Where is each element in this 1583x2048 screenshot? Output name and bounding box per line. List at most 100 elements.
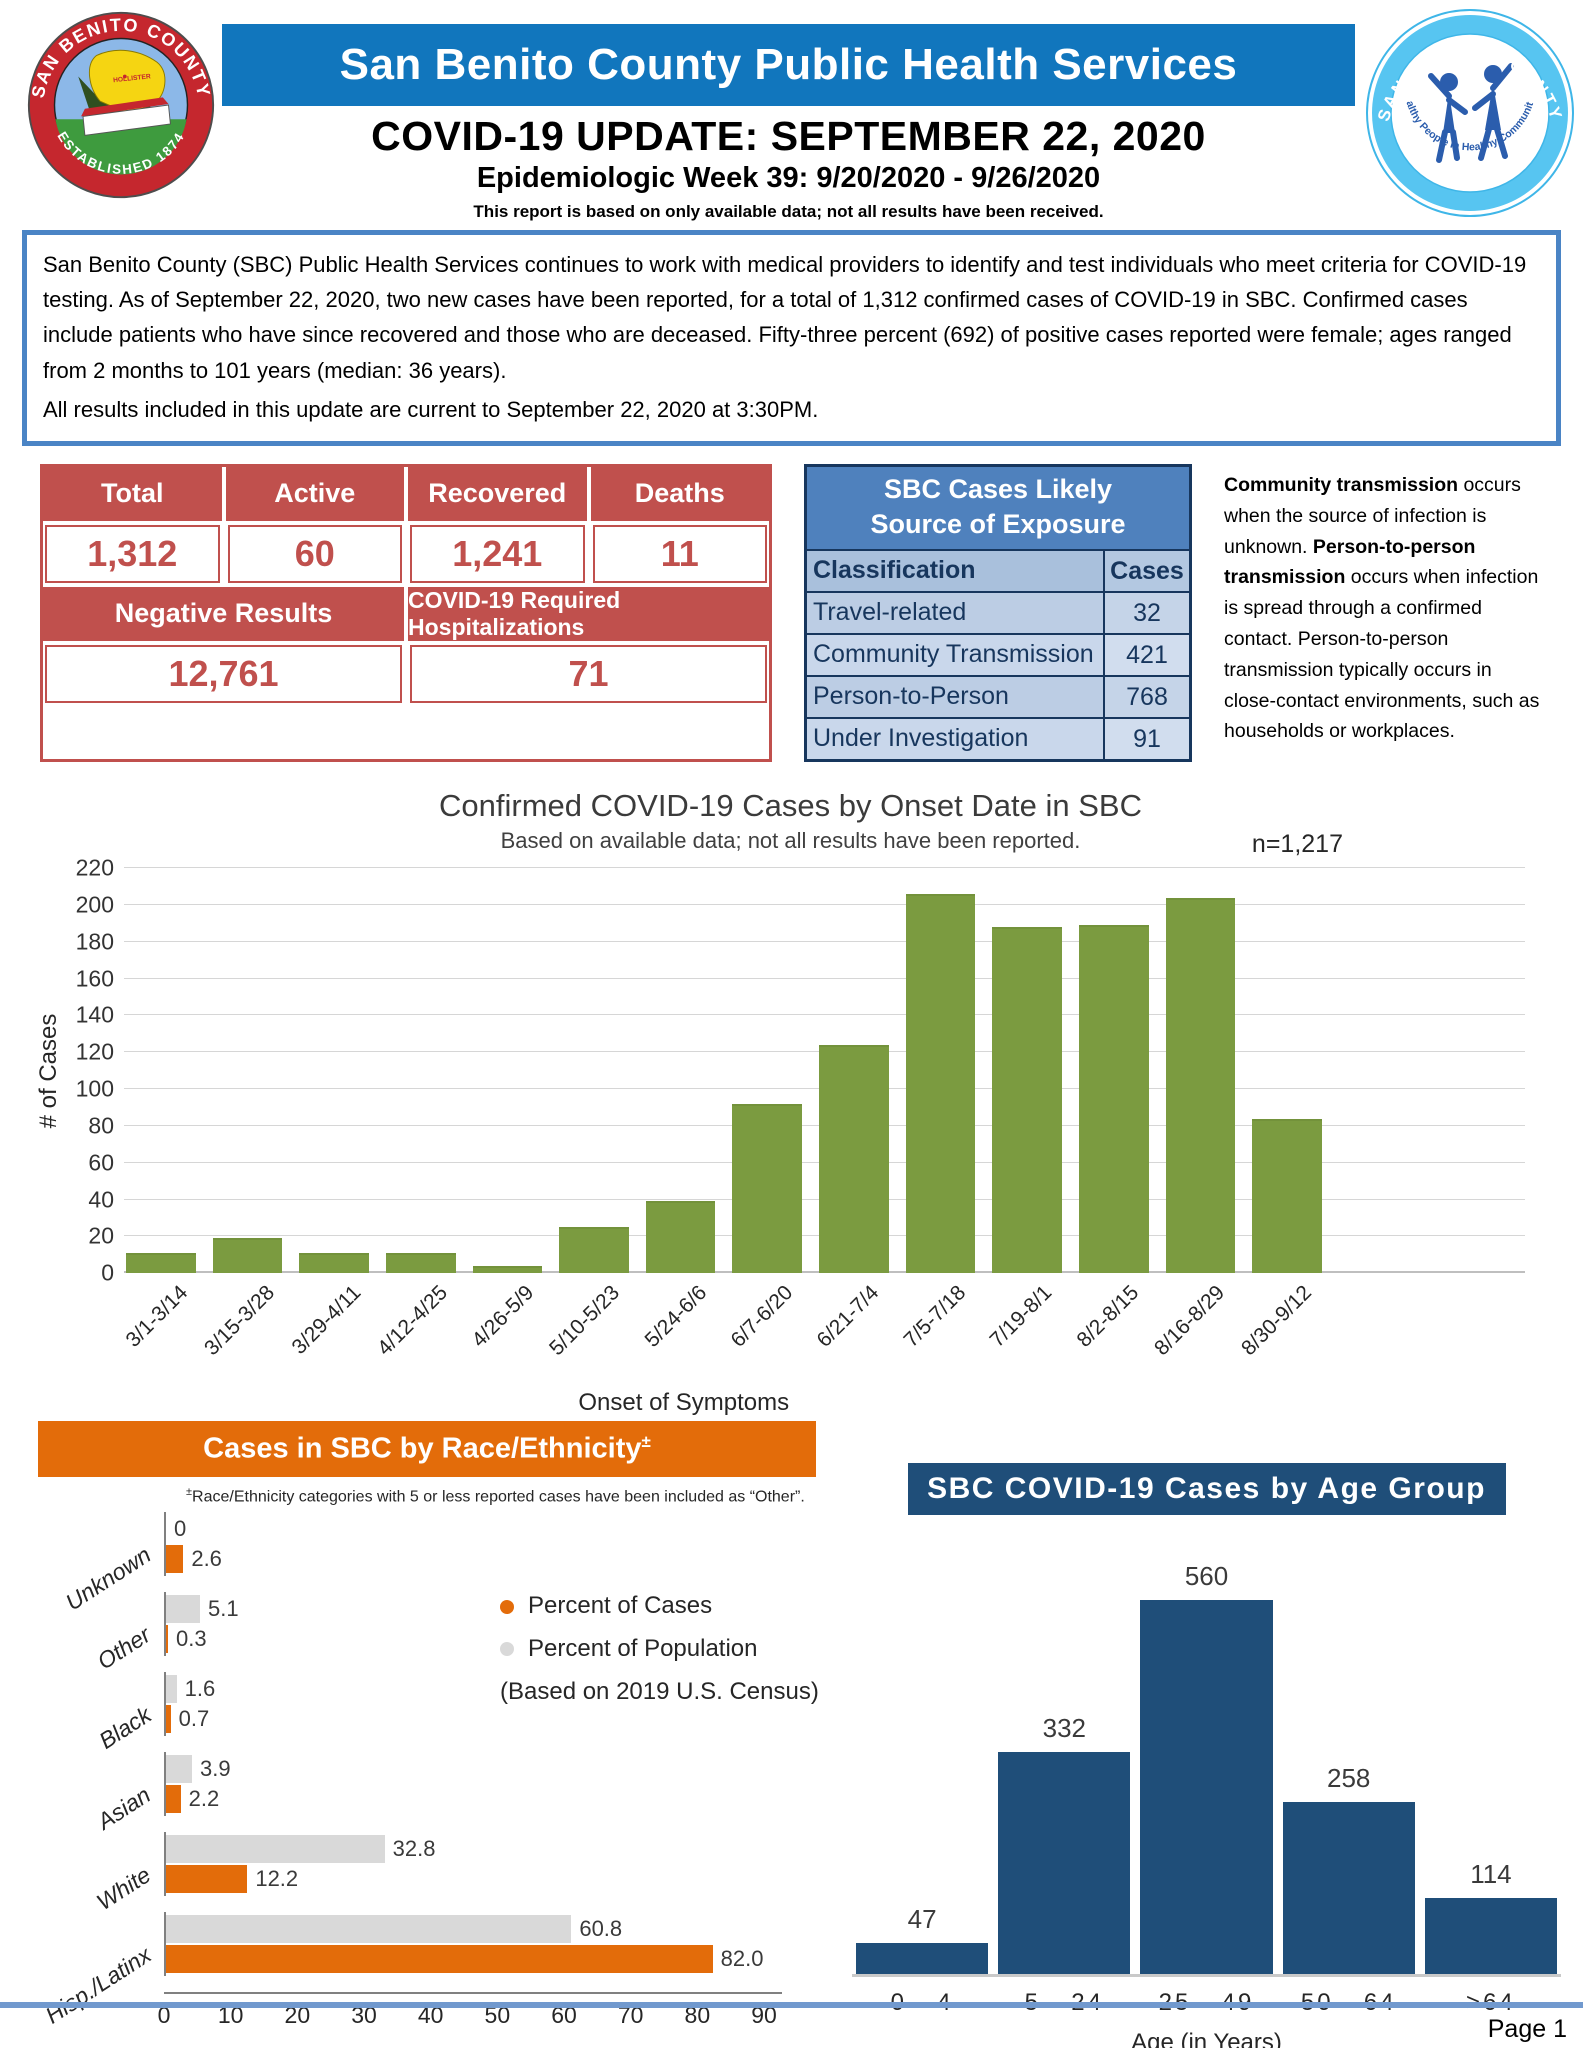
race-cases-bar (166, 1705, 171, 1734)
footer-divider-line (0, 2002, 1583, 2008)
race-cases-bar (166, 1785, 181, 1814)
onset-y-tick: 40 (88, 1186, 114, 1212)
onset-x-tick: 3/15-3/28 (200, 1273, 298, 1389)
race-group: White 32.8 12.2 (38, 1832, 846, 1916)
exposure-title-line2: Source of Exposure (870, 509, 1126, 540)
onset-yticks: 0 20 40 60 80 100 120 140 160 180 200 220 (70, 855, 124, 1286)
exposure-col-classification: Classification (807, 551, 1103, 592)
race-population-bar (166, 1675, 177, 1704)
transmission-note-text1: occurs when the source of infection is u… (1224, 473, 1521, 558)
onset-gridline (124, 977, 1525, 979)
age-bar-column: 258 (1282, 1763, 1415, 1975)
onset-x-tick: 5/10-5/23 (545, 1273, 644, 1389)
age-bar-value: 560 (1184, 1561, 1229, 1592)
race-bar-row: 60.8 (166, 1915, 846, 1944)
exposure-row-value: 91 (1103, 719, 1189, 760)
onset-x-tick: 7/5-7/18 (899, 1273, 990, 1389)
race-category-label: Hisp./Latinx (38, 1912, 164, 2029)
onset-bar (905, 893, 976, 1274)
race-group: Black 1.6 0.7 (38, 1672, 846, 1754)
onset-chart-n-annotation: n=1,217 (1251, 830, 1343, 859)
seal-mission-building-icon (82, 104, 171, 136)
onset-bar (1079, 925, 1149, 1274)
race-chart-title-bar: Cases in SBC by Race/Ethnicity± (38, 1421, 816, 1478)
race-cases-bar (166, 1545, 184, 1574)
race-bar-value: 12.2 (255, 1866, 299, 1892)
age-group-chart: SBC COVID-19 Cases by Age Group 47 332 560… (852, 1463, 1561, 2048)
age-bar (856, 1942, 989, 1975)
onset-bar (1165, 897, 1236, 1274)
onset-bar (299, 1252, 369, 1274)
age-bar-column: 560 (1140, 1561, 1273, 1975)
exposure-row-label: Under Investigation (813, 724, 1029, 753)
transmission-note-bold1: Community transmission (1224, 473, 1459, 496)
transmission-note-text2: occurs when infection is spread through … (1224, 566, 1540, 743)
exposure-table: SBC Cases Likely Source of Exposure Clas… (804, 463, 1192, 763)
stat-header-total: Total (43, 466, 222, 521)
legend-cases-label: Percent of Cases (528, 1592, 713, 1620)
exposure-row-value: 768 (1103, 677, 1189, 718)
stat-value-negative: 12,761 (45, 644, 402, 703)
onset-gridline (124, 1014, 1525, 1016)
onset-chart-subtitle: Based on available data; not all results… (500, 828, 1081, 854)
onset-x-tick-text: 8/2-8/15 (1072, 1281, 1144, 1352)
svg-text:HOLLISTER: HOLLISTER (113, 73, 151, 84)
header-center: San Benito County Public Health Services… (222, 8, 1355, 222)
onset-bar (645, 1201, 716, 1274)
header: HOLLISTER SAN BENITO COUNTY ESTABLISHED … (0, 0, 1583, 222)
exposure-row: Under Investigation 91 (807, 717, 1189, 760)
race-cases-bar (166, 1945, 713, 1974)
race-ethnicity-chart: Cases in SBC by Race/Ethnicity± ±Race/Et… (38, 1421, 846, 2048)
onset-x-tick-text: 7/19-8/1 (985, 1281, 1057, 1352)
race-x-tick: 0 (157, 2002, 171, 2029)
stat-header-negative: Negative Results (43, 586, 404, 641)
race-cases-bar (166, 1865, 248, 1894)
onset-bars (126, 868, 1322, 1274)
onset-y-tick: 80 (88, 1112, 114, 1139)
race-bar-value: 60.8 (579, 1916, 623, 1942)
race-bar-row: 2.6 (166, 1545, 846, 1574)
race-category-label: White (38, 1832, 164, 1916)
onset-x-tick-text: 3/1-3/14 (121, 1281, 193, 1352)
age-bar-value: 114 (1470, 1859, 1512, 1889)
onset-x-tick: 4/12-4/25 (373, 1273, 471, 1389)
age-bar (1140, 1600, 1273, 1975)
exposure-col-headers: Classification Cases (807, 549, 1189, 592)
age-x-axis-title: Age (in Years) (1131, 2029, 1282, 2048)
onset-chart-body: # of Cases 0 20 40 60 80 100 120 140 160 180 200 22… (28, 855, 1553, 1286)
transmission-note: Community transmission occurs when the s… (1224, 464, 1545, 762)
race-category-label: Unknown (38, 1512, 164, 1616)
onset-x-tick-text: 4/26-5/9 (467, 1281, 539, 1352)
onset-x-tick: 5/24-6/6 (640, 1273, 731, 1389)
onset-y-axis-title: # of Cases (35, 1013, 62, 1128)
intro-box: San Benito County (SBC) Public Health Se… (22, 230, 1561, 446)
onset-x-axis-title: Onset of Symptoms (578, 1389, 790, 1417)
onset-y-tick: 180 (75, 928, 114, 955)
exposure-row: Person-to-Person 768 (807, 675, 1189, 718)
race-bar-value: 2.2 (188, 1786, 220, 1812)
seal-roof-icon (81, 97, 169, 117)
race-category-label: Asian (38, 1752, 164, 1835)
race-bar-groups: Unknown 0 2.6 Other 5.1 0.3 Black 1.6 0.7 Asian 3.… (38, 1512, 846, 2029)
public-health-logo: SAN BENITO COUNTY PUBLIC HEALTH SERVICES… (1363, 8, 1574, 217)
race-bar-value: 0 (174, 1516, 187, 1542)
onset-x-tick: 6/21-7/4 (813, 1273, 903, 1389)
stat-header-hospitalizations: COVID-19 Required Hospitalizations (408, 586, 769, 641)
age-bar (1282, 1801, 1415, 1975)
onset-x-tick-text: 5/24-6/6 (640, 1281, 711, 1352)
exposure-row-label: Person-to-Person (813, 682, 1009, 711)
race-bar-row: 0.3 (166, 1625, 846, 1654)
onset-x-tick-text: 3/29-4/11 (287, 1281, 366, 1360)
page-subtitle: Epidemiologic Week 39: 9/20/2020 - 9/26/… (476, 162, 1101, 194)
onset-y-tick: 120 (75, 1038, 114, 1065)
exposure-row-value: 421 (1103, 635, 1189, 676)
race-group-bars: 32.8 12.2 (164, 1832, 846, 1897)
page-number: Page 1 (1487, 2015, 1567, 2043)
onset-x-tick-text: 6/21-7/4 (813, 1281, 884, 1352)
race-bar-row: 2.2 (166, 1785, 846, 1814)
race-chart-title: Cases in SBC by Race/Ethnicity (203, 1432, 642, 1465)
data-disclaimer: This report is based on only available d… (473, 202, 1104, 221)
onset-x-tick-text: 6/7-6/20 (726, 1281, 798, 1352)
race-group: Hisp./Latinx 60.8 82.0 (38, 1912, 846, 2029)
race-category-label-text: Other (93, 1621, 156, 1675)
